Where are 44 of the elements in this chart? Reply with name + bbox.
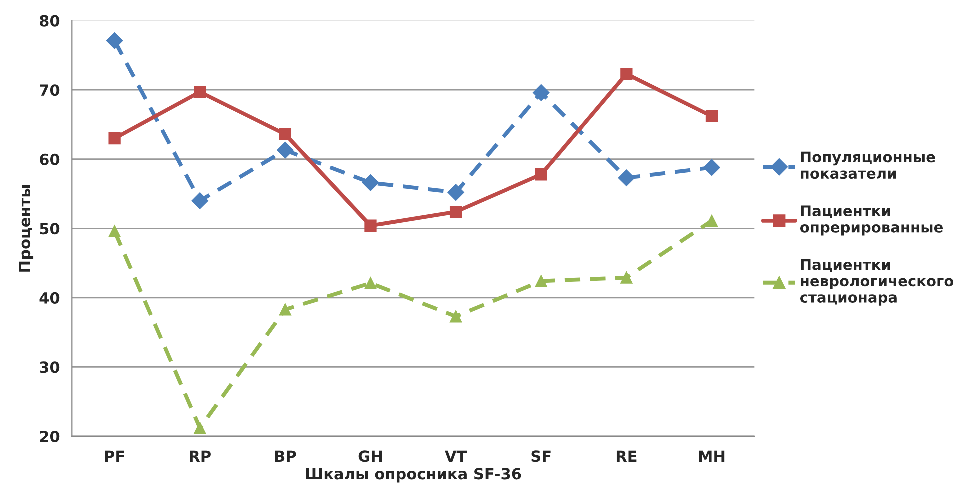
- y-tick-label: 20: [40, 430, 60, 442]
- point: [192, 192, 208, 210]
- x-tick-label: SF: [532, 450, 551, 462]
- legend-label: Пациентки неврологического стационара: [800, 259, 954, 306]
- point: [706, 110, 718, 123]
- y-axis-title: Проценты: [19, 185, 34, 272]
- y-tick-label: 40: [40, 292, 60, 304]
- point: [108, 132, 121, 145]
- y-tick-label: 60: [40, 154, 60, 166]
- y-tick-label: 70: [40, 84, 60, 96]
- point: [364, 220, 377, 232]
- point: [535, 275, 548, 288]
- point: [706, 214, 718, 228]
- y-tick-label: 80: [40, 15, 60, 27]
- point: [362, 174, 380, 192]
- y-tick-label: 50: [40, 223, 60, 235]
- point: [620, 272, 633, 284]
- point: [106, 32, 124, 50]
- x-tick-label: RP: [190, 450, 211, 462]
- legend-label: Пациентки опрерированные: [800, 206, 943, 236]
- x-tick-label: RE: [616, 450, 637, 462]
- point: [448, 184, 464, 202]
- x-tick-label: GH: [358, 450, 382, 462]
- point: [279, 304, 292, 316]
- point: [532, 84, 550, 102]
- point: [364, 277, 377, 290]
- x-tick-label: VT: [445, 450, 468, 462]
- y-tick-label: 30: [40, 362, 60, 374]
- x-tick-label: MH: [699, 450, 725, 462]
- x-tick-label: PF: [105, 450, 124, 462]
- point: [108, 225, 121, 238]
- point: [450, 206, 462, 218]
- point: [194, 422, 206, 434]
- point: [620, 68, 633, 80]
- point: [194, 86, 206, 98]
- legend-label: Популяционные показатели: [801, 152, 936, 180]
- point: [704, 159, 720, 176]
- point: [277, 142, 294, 159]
- point: [535, 168, 548, 181]
- x-tick-label: BP: [275, 450, 296, 462]
- point: [450, 310, 462, 323]
- point: [279, 128, 292, 141]
- point: [618, 170, 636, 186]
- x-axis-title: Шкалы опросника SF-36: [306, 468, 522, 483]
